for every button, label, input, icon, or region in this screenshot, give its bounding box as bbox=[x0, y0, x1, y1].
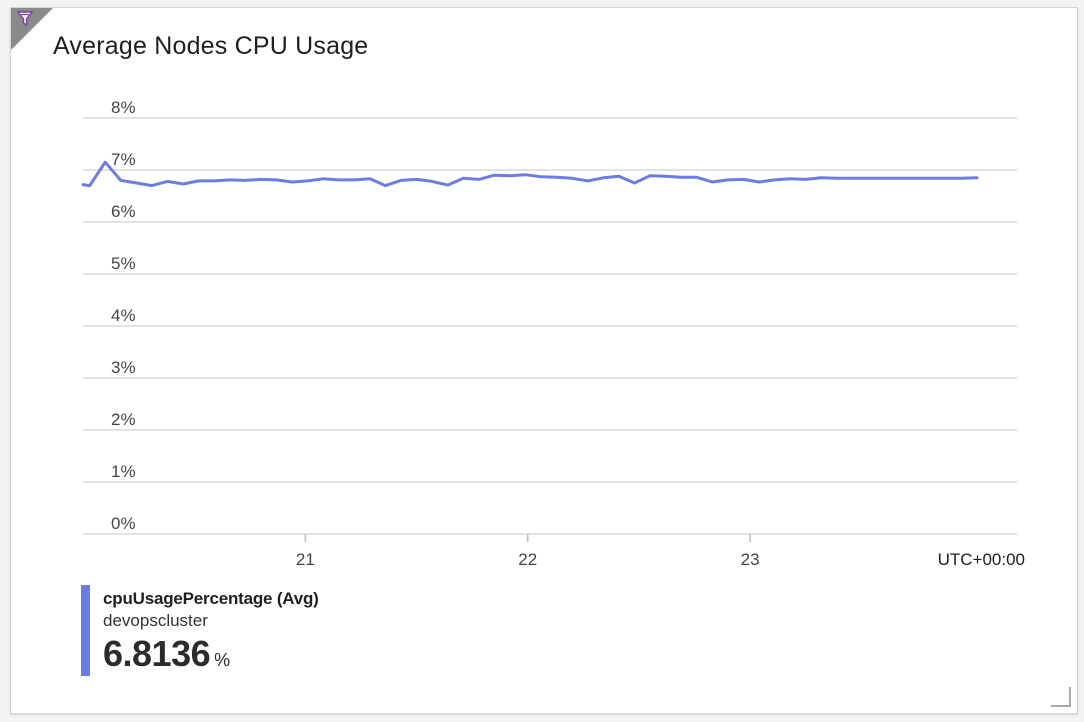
chart-tile[interactable]: Average Nodes CPU Usage 0% 1% 2% 3% 4% 5% 6% 7%… bbox=[10, 7, 1078, 714]
series-line-0 bbox=[81, 160, 979, 188]
chart-title: Average Nodes CPU Usage bbox=[53, 32, 369, 60]
y-tick-label: 0% bbox=[111, 514, 136, 533]
y-tick-label: 4% bbox=[111, 306, 136, 325]
filter-corner[interactable] bbox=[11, 8, 53, 50]
y-tick-label: 8% bbox=[111, 98, 136, 117]
y-tick-label: 5% bbox=[111, 254, 136, 273]
y-tick-label: 2% bbox=[111, 410, 136, 429]
y-tick-label: 7% bbox=[111, 150, 136, 169]
line-chart: 0% 1% 2% 3% 4% 5% 6% 7% 8% 21 22 23 UTC+00:00 bbox=[81, 98, 1025, 569]
y-tick-label: 3% bbox=[111, 358, 136, 377]
x-tick-label: 23 bbox=[741, 550, 760, 569]
x-tick-label: 21 bbox=[296, 550, 315, 569]
legend-color-bar bbox=[81, 585, 90, 676]
x-tick-label: 22 bbox=[518, 550, 537, 569]
legend-resource-name: devopscluster bbox=[103, 611, 208, 630]
y-tick-label: 6% bbox=[111, 202, 136, 221]
y-tick-label: 1% bbox=[111, 462, 136, 481]
legend-unit: % bbox=[214, 650, 231, 670]
legend-value: 6.8136 bbox=[103, 633, 211, 674]
legend-series-name: cpuUsagePercentage (Avg) bbox=[103, 589, 319, 608]
resize-handle-icon[interactable] bbox=[1051, 687, 1071, 707]
filter-icon[interactable] bbox=[17, 11, 33, 27]
timezone-label: UTC+00:00 bbox=[938, 550, 1025, 569]
